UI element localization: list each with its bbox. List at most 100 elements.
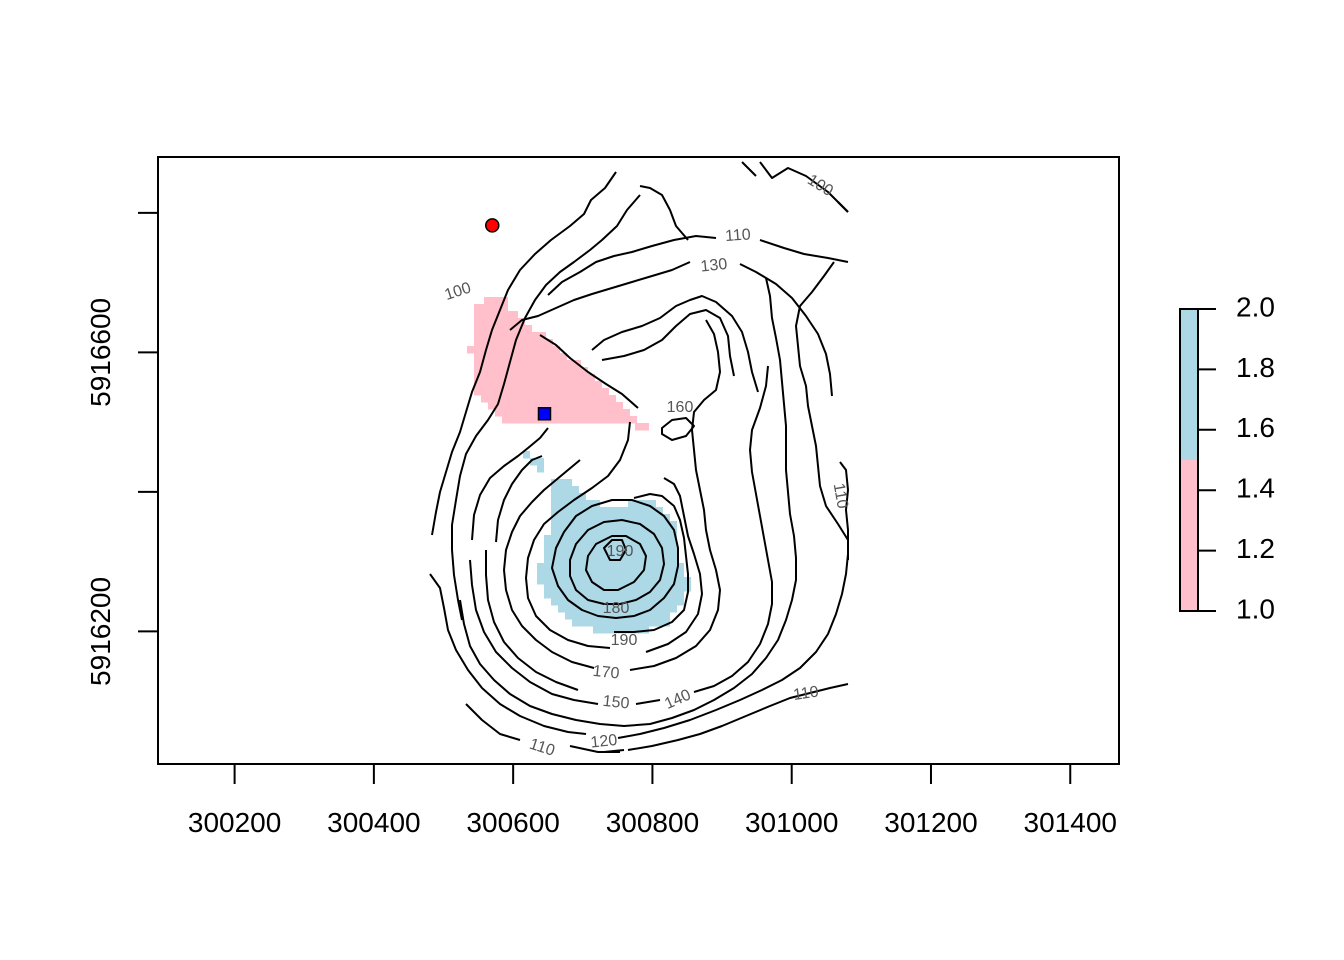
colorbar-border [1179, 308, 1199, 612]
raster-cell [484, 297, 508, 305]
raster-cell [551, 500, 600, 508]
colorbar-segment [1180, 309, 1198, 460]
raster-cell [474, 353, 567, 361]
raster-cell [474, 381, 602, 389]
x-tick-label: 301400 [1024, 807, 1117, 838]
raster-cell [544, 591, 684, 599]
contour-line [839, 461, 849, 560]
contour-line [431, 171, 617, 536]
x-tick-label: 301000 [745, 807, 838, 838]
contour-line [451, 194, 641, 621]
contour-line [603, 539, 627, 561]
contour-line [429, 573, 587, 735]
colorbar-segment [1180, 460, 1198, 611]
raster-cell [474, 367, 588, 375]
contour-label: 190 [607, 543, 634, 560]
raster-cell [593, 626, 649, 634]
colorbar: 1.0 1.2 1.4 1.6 1.8 2.0 [1179, 291, 1275, 624]
raster-cell [474, 304, 508, 312]
raster-cell [495, 409, 630, 417]
raster-cell [474, 360, 581, 368]
raster-cell [551, 521, 677, 529]
contour-line [601, 309, 735, 377]
x-tick-label: 300200 [188, 807, 281, 838]
raster-cell [474, 325, 532, 333]
contour-line [469, 427, 599, 705]
contour-line [539, 334, 639, 409]
raster-cell [481, 395, 616, 403]
y-axis: 5916200 5916600 [85, 211, 158, 686]
contour-lines [429, 161, 849, 753]
contour-line [795, 261, 849, 541]
contour-line [635, 365, 773, 705]
x-axis: 300200 300400 300600 300800 301000 301200 3014… [188, 764, 1117, 838]
contour-line [459, 277, 797, 727]
raster-cell [523, 451, 530, 459]
contour-line [547, 235, 849, 296]
raster-cell [537, 570, 684, 578]
contour-label: 180 [603, 600, 630, 617]
contour-line [551, 499, 679, 619]
contour-line [629, 319, 721, 671]
contour-label: 170 [592, 663, 620, 683]
contour-line [603, 749, 625, 753]
colorbar-tick-label: 1.0 [1236, 593, 1275, 624]
raster-cell [551, 486, 579, 494]
y-tick-label: 5916600 [85, 298, 116, 407]
raster-cell [551, 528, 677, 536]
contour-line [741, 161, 757, 177]
raster-cell [635, 423, 649, 431]
contour-line [503, 459, 595, 669]
raster-cell [530, 458, 544, 466]
raster-cell [551, 514, 670, 522]
raster-cell [551, 493, 586, 501]
raster-cell [544, 535, 677, 543]
colorbar-tick-label: 1.2 [1236, 533, 1275, 564]
contour-label: 100 [443, 279, 474, 303]
contour-line [759, 161, 849, 213]
contour-line [509, 261, 833, 397]
raster-cell [474, 339, 553, 347]
contour-line [617, 553, 849, 739]
contour-label: 110 [527, 736, 557, 760]
x-tick-label: 300600 [466, 807, 559, 838]
contour-line [485, 455, 579, 691]
plot-border [157, 156, 1120, 765]
raster-cell [474, 374, 595, 382]
contour-line [627, 683, 849, 751]
y-tick-label: 5916200 [85, 577, 116, 686]
contour-line [614, 493, 689, 633]
contour-line [645, 477, 703, 653]
contour-line [591, 295, 759, 393]
raster-cell [502, 416, 637, 424]
raster-layer [467, 297, 691, 634]
raster-cell [537, 577, 691, 585]
contour-label: 110 [792, 684, 820, 704]
raster-cell [572, 619, 670, 627]
contour-label: 110 [830, 482, 851, 510]
contour-line [525, 421, 631, 649]
contour-label: 160 [667, 399, 694, 416]
contour-line [837, 201, 849, 213]
point-marker-circle [485, 218, 500, 233]
contour-label: 130 [700, 256, 728, 276]
raster-cell [474, 332, 546, 340]
x-tick-label: 300800 [606, 807, 699, 838]
contour-label: 110 [725, 226, 752, 245]
raster-cell [537, 563, 684, 571]
raster-cell [488, 402, 623, 410]
contour-line [639, 185, 689, 241]
x-tick-label: 301200 [884, 807, 977, 838]
point-marker-square [537, 407, 552, 421]
raster-cell [544, 549, 677, 557]
raster-cell [474, 388, 609, 396]
contour-line [661, 417, 695, 441]
raster-cell [544, 542, 677, 550]
contour-label: 140 [662, 687, 693, 713]
raster-cell [565, 612, 670, 620]
contour-line [585, 535, 647, 591]
raster-cell [551, 507, 663, 515]
raster-cell [558, 605, 677, 613]
contour-line [569, 519, 665, 605]
